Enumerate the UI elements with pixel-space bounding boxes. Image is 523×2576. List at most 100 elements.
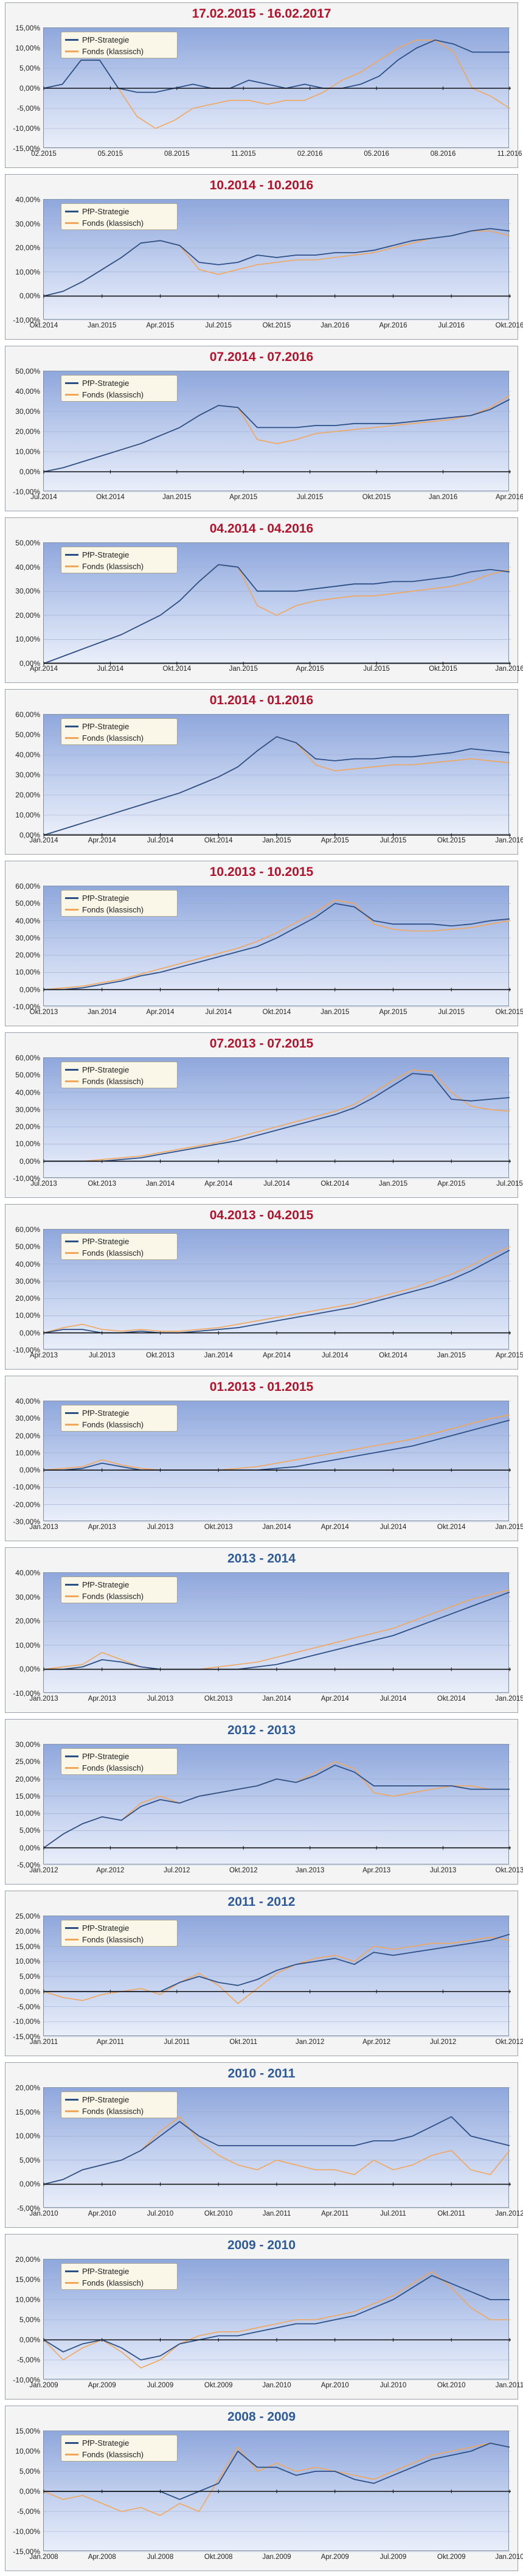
x-tick-label: Jan.2008 xyxy=(29,2553,58,2561)
legend-swatch xyxy=(65,1583,78,1586)
y-tick-label: 20,00% xyxy=(15,1122,40,1132)
series-line-pfp xyxy=(43,564,510,664)
series-line-fonds xyxy=(44,1069,510,1162)
x-tick-label: Jul.2015 xyxy=(379,837,407,844)
series-line-fonds xyxy=(43,736,510,836)
y-tick-label: 0,00% xyxy=(19,1843,40,1852)
line-plot-svg xyxy=(43,371,511,492)
y-tick-label: 30,00% xyxy=(15,771,40,779)
x-tick-label: Jan.2009 xyxy=(262,2553,291,2561)
legend-label: PfP-Strategie xyxy=(82,2438,130,2448)
plot-area: 40,00% 30,00% 20,00% 10,00% 0,00% -10,00% Okt.… xyxy=(13,195,523,329)
y-tick-label: -10,00% xyxy=(13,316,40,324)
x-tick-label: Jan.2015 xyxy=(378,1180,408,1188)
x-tick-label: Jan.2013 xyxy=(296,1867,325,1874)
line-plot-svg xyxy=(43,1572,511,1694)
y-tick-label: 5,00% xyxy=(19,1826,40,1835)
y-tick-label: 10,00% xyxy=(15,811,40,819)
x-tick-label: Jan.2013 xyxy=(29,1524,58,1531)
chart-title: 10.2013 - 10.2015 xyxy=(209,865,314,879)
y-tick-label: -15,00% xyxy=(13,2547,40,2556)
x-tick-label: Jan.2010 xyxy=(29,2210,58,2217)
y-tick-label: 25,00% xyxy=(15,1757,40,1766)
x-tick-label: Apr.2015 xyxy=(437,1180,466,1188)
x-tick-label: Okt.2014 xyxy=(437,1524,466,1531)
x-tick-label: Apr.2011 xyxy=(321,2210,349,2217)
line-plot-svg xyxy=(43,886,511,1007)
y-tick-label: -5,00% xyxy=(16,104,40,113)
y-tick-label: 20,00% xyxy=(15,1294,40,1303)
y-tick-label: 30,00% xyxy=(15,587,40,596)
legend-item: PfP-Strategie xyxy=(65,1922,129,1933)
y-tick-label: 25,00% xyxy=(15,1912,40,1920)
chart-panel: 2012 - 2013 30,00% 25,00% 20,00% 15,00% 10,00… xyxy=(5,1719,523,1885)
line-plot-svg xyxy=(43,2087,511,2209)
x-tick-label: 05.2015 xyxy=(97,150,123,158)
x-tick-label: Jul.2009 xyxy=(379,2553,407,2561)
series-line-pfp xyxy=(43,1765,510,1849)
y-tick-label: 50,00% xyxy=(15,1242,40,1251)
y-tick-label: 5,00% xyxy=(19,1972,40,1981)
y-tick-label: 30,00% xyxy=(15,933,40,942)
legend-swatch xyxy=(65,725,78,727)
x-tick-label: Okt.2013 xyxy=(88,1180,117,1188)
y-tick-label: 0,00% xyxy=(19,831,40,839)
legend-label: Fonds (klassisch) xyxy=(82,1591,144,1601)
chart-title: 04.2013 - 04.2015 xyxy=(209,1208,314,1222)
x-tick-label: Apr.2010 xyxy=(320,2382,349,2389)
x-tick-label: Apr.2010 xyxy=(88,2210,116,2217)
x-tick-label: Jul.2015 xyxy=(363,665,390,673)
legend-label: PfP-Strategie xyxy=(82,35,130,44)
series-line-pfp xyxy=(44,1419,510,1471)
chart-legend: PfP-Strategie Fonds (klassisch) xyxy=(61,2263,178,2290)
x-tick-label: Jan.2010 xyxy=(495,2553,523,2561)
y-tick-label: 20,00% xyxy=(15,2255,40,2264)
x-tick-label: Jul.2015 xyxy=(205,322,232,329)
series-line-pfp xyxy=(43,2116,510,2185)
legend-item: PfP-Strategie xyxy=(65,2266,129,2277)
legend-item: Fonds (klassisch) xyxy=(65,561,144,572)
legend-item: Fonds (klassisch) xyxy=(65,1934,144,1945)
chart-title: 2011 - 2012 xyxy=(227,1895,296,1909)
legend-swatch xyxy=(65,2110,78,2112)
x-tick-label: 08.2016 xyxy=(430,150,456,158)
y-tick-label: 10,00% xyxy=(15,1448,40,1457)
x-tick-label: Okt.2012 xyxy=(495,2039,523,2046)
y-tick-label: 5,00% xyxy=(19,2155,40,2165)
chart-panel: 2011 - 2012 25,00% 20,00% 15,00% 10,00% 5,00%… xyxy=(5,1891,523,2056)
chart-legend: PfP-Strategie Fonds (klassisch) xyxy=(61,1405,178,1432)
x-tick-label: Jan.2011 xyxy=(29,2039,58,2046)
legend-swatch xyxy=(65,908,78,911)
legend-label: Fonds (klassisch) xyxy=(82,1419,144,1429)
y-tick-label: 0,00% xyxy=(19,1466,40,1475)
x-tick-label: Jul.2010 xyxy=(147,2210,174,2217)
plot-area: 50,00% 40,00% 30,00% 20,00% 10,00% 0,00% Apr.2… xyxy=(15,539,523,673)
x-tick-label: Okt.2009 xyxy=(204,2382,233,2389)
legend-swatch xyxy=(65,2453,78,2455)
legend-item: PfP-Strategie xyxy=(65,549,129,560)
x-tick-label: Jul.2010 xyxy=(379,2382,407,2389)
x-tick-label: Jul.2015 xyxy=(296,494,324,501)
chart-title: 07.2013 - 07.2015 xyxy=(209,1037,314,1051)
series-line-pfp xyxy=(43,736,510,836)
x-tick-label: Apr.2014 xyxy=(29,665,58,673)
y-tick-label: 5,00% xyxy=(19,2315,40,2324)
x-tick-label: Jan.2011 xyxy=(495,2382,523,2389)
legend-swatch xyxy=(65,1412,78,1414)
chart-title: 17.02.2015 - 16.02.2017 xyxy=(192,7,331,21)
chart-legend: PfP-Strategie Fonds (klassisch) xyxy=(61,1233,178,1260)
x-tick-label: Apr.2016 xyxy=(495,494,523,501)
y-tick-label: 15,00% xyxy=(15,2275,40,2284)
x-tick-label: Jul.2013 xyxy=(147,1524,174,1531)
legend-item: Fonds (klassisch) xyxy=(65,46,144,57)
x-tick-label: Apr.2016 xyxy=(379,322,407,329)
legend-label: Fonds (klassisch) xyxy=(82,561,144,571)
chart-title: 07.2014 - 07.2016 xyxy=(209,350,314,364)
x-tick-label: Jan.2014 xyxy=(204,1352,233,1359)
y-tick-label: -5,00% xyxy=(16,2204,40,2213)
plot-area: 30,00% 25,00% 20,00% 15,00% 10,00% 5,00% 0,00%… xyxy=(15,1740,523,1874)
legend-swatch xyxy=(65,1766,78,1769)
y-tick-label: 0,00% xyxy=(19,467,40,476)
x-tick-label: Apr.2015 xyxy=(379,1009,407,1016)
legend-item: Fonds (klassisch) xyxy=(65,2449,144,2460)
